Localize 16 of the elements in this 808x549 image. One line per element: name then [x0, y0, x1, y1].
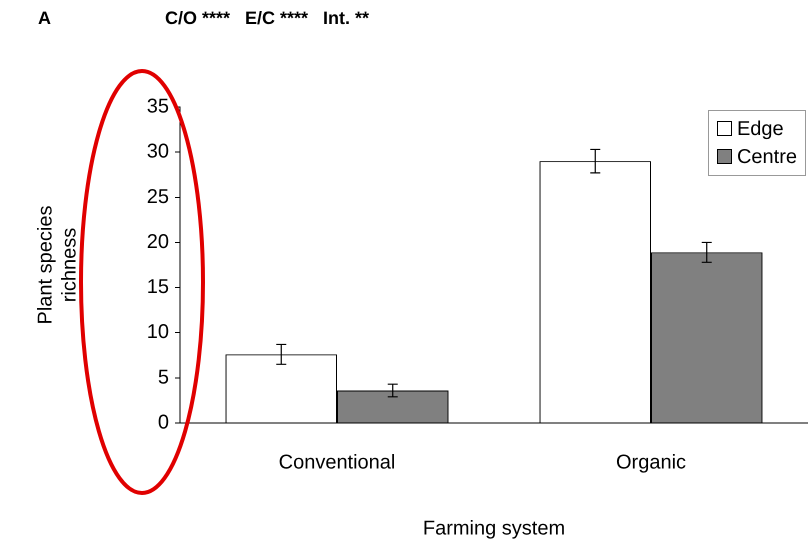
y-tick-label: 5	[158, 366, 169, 388]
y-axis-title: Plant species richness	[34, 206, 81, 324]
y-tick-label: 35	[146, 96, 169, 118]
text: C/O **** E/C **** Int. **	[165, 8, 370, 29]
y-tick-label: 0	[158, 412, 169, 434]
legend-label: Centre	[736, 146, 797, 168]
y-tick-label: 20	[146, 230, 169, 253]
y-tick-label: 10	[146, 321, 169, 344]
text: Edge	[736, 118, 784, 140]
y-tick-label: 25	[146, 186, 169, 208]
text: A	[38, 8, 51, 29]
x-axis-title: Farming system	[422, 518, 566, 540]
y-tick-label: 15	[146, 276, 169, 298]
x-tick-label: Organic	[616, 452, 686, 474]
x-tick-label: Conventional	[278, 452, 396, 474]
y-tick-label: 30	[146, 140, 169, 163]
